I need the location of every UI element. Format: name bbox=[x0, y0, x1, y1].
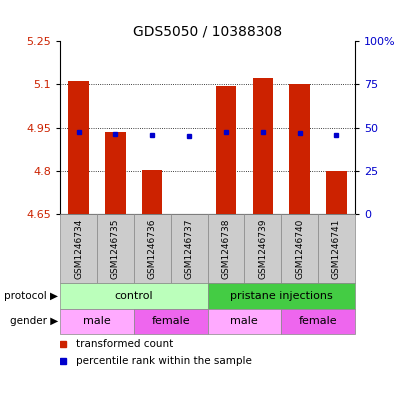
Bar bbox=[134, 309, 208, 334]
Title: GDS5050 / 10388308: GDS5050 / 10388308 bbox=[133, 25, 282, 39]
Bar bbox=[105, 132, 126, 214]
Bar bbox=[97, 214, 134, 283]
Bar bbox=[68, 81, 89, 214]
Bar bbox=[60, 214, 97, 283]
Text: GSM1246735: GSM1246735 bbox=[111, 219, 120, 279]
Text: GSM1246741: GSM1246741 bbox=[332, 219, 341, 279]
Text: male: male bbox=[230, 316, 258, 326]
Bar bbox=[208, 214, 244, 283]
Bar bbox=[208, 309, 281, 334]
Text: GSM1246739: GSM1246739 bbox=[258, 219, 267, 279]
Text: protocol ▶: protocol ▶ bbox=[4, 291, 58, 301]
Text: GSM1246740: GSM1246740 bbox=[295, 219, 304, 279]
Bar bbox=[208, 283, 355, 309]
Bar bbox=[289, 84, 310, 214]
Text: GSM1246736: GSM1246736 bbox=[148, 219, 157, 279]
Bar bbox=[171, 214, 208, 283]
Text: female: female bbox=[299, 316, 337, 326]
Text: gender ▶: gender ▶ bbox=[10, 316, 58, 326]
Text: GSM1246738: GSM1246738 bbox=[222, 219, 230, 279]
Text: control: control bbox=[115, 291, 153, 301]
Text: pristane injections: pristane injections bbox=[230, 291, 332, 301]
Bar bbox=[134, 214, 171, 283]
Bar bbox=[244, 214, 281, 283]
Text: transformed count: transformed count bbox=[76, 340, 174, 349]
Bar bbox=[60, 309, 134, 334]
Bar bbox=[253, 78, 273, 214]
Bar bbox=[216, 86, 236, 214]
Bar bbox=[281, 309, 355, 334]
Text: percentile rank within the sample: percentile rank within the sample bbox=[76, 356, 252, 366]
Bar bbox=[281, 214, 318, 283]
Bar bbox=[142, 171, 162, 214]
Bar bbox=[318, 214, 355, 283]
Bar bbox=[326, 171, 347, 214]
Text: GSM1246734: GSM1246734 bbox=[74, 219, 83, 279]
Text: male: male bbox=[83, 316, 111, 326]
Text: GSM1246737: GSM1246737 bbox=[185, 219, 193, 279]
Bar bbox=[60, 283, 208, 309]
Text: female: female bbox=[151, 316, 190, 326]
